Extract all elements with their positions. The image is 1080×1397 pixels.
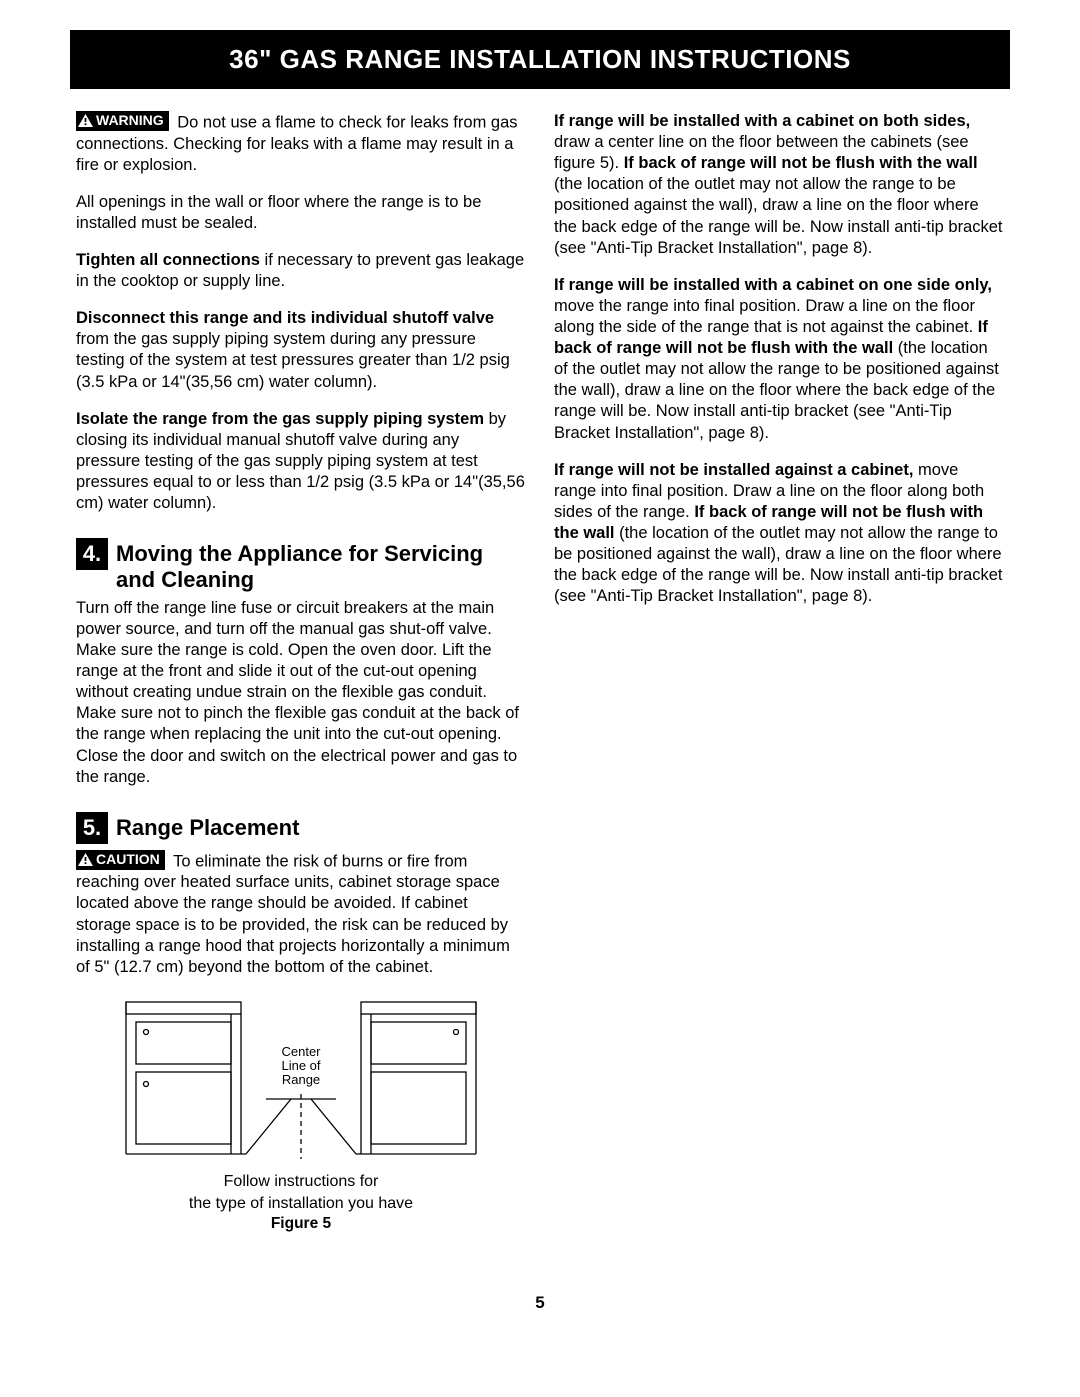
caution-badge-text: CAUTION <box>96 851 160 869</box>
left-column: WARNING Do not use a flame to check for … <box>76 111 526 1233</box>
warning-paragraph: WARNING Do not use a flame to check for … <box>76 111 526 176</box>
section-4-head: 4. Moving the Appliance for Servicing an… <box>76 538 526 592</box>
disconnect-paragraph: Disconnect this range and its individual… <box>76 308 526 392</box>
section-4-body: Turn off the range line fuse or circuit … <box>76 598 526 788</box>
section-5-head: 5. Range Placement <box>76 812 526 844</box>
both-sides-lead: If range will be installed with a cabine… <box>554 112 970 130</box>
disconnect-text: from the gas supply piping system during… <box>76 330 510 390</box>
no-cabinet-text-d: (the location of the outlet may not allo… <box>554 524 1003 605</box>
page-header: 36" GAS RANGE INSTALLATION INSTRUCTIONS <box>70 30 1010 89</box>
tighten-paragraph: Tighten all connections if necessary to … <box>76 250 526 292</box>
both-sides-text-d: (the location of the outlet may not allo… <box>554 175 1003 256</box>
section-5-body: CAUTION To eliminate the risk of burns o… <box>76 850 526 978</box>
fig-label-1: Center <box>281 1044 321 1059</box>
one-side-lead: If range will be installed with a cabine… <box>554 276 992 294</box>
isolate-lead: Isolate the range from the gas supply pi… <box>76 410 484 428</box>
one-side-text-a: move the range into final position. Draw… <box>554 297 978 336</box>
section-5-title: Range Placement <box>116 812 299 840</box>
section-5-number: 5. <box>76 812 108 844</box>
both-sides-paragraph: If range will be installed with a cabine… <box>554 111 1004 259</box>
figure-caption-line1: Follow instructions for <box>76 1173 526 1191</box>
warning-badge-text: WARNING <box>96 112 164 130</box>
section-4-title: Moving the Appliance for Servicing and C… <box>116 538 526 592</box>
caution-icon <box>78 853 93 866</box>
fig-label-2: Line of <box>281 1058 320 1073</box>
warning-badge: WARNING <box>76 111 169 131</box>
figure-5: Center Line of Range Follow instructions… <box>76 994 526 1233</box>
no-cabinet-lead: If range will not be installed against a… <box>554 461 913 479</box>
right-column: If range will be installed with a cabine… <box>554 111 1004 1233</box>
figure-caption-line2: the type of installation you have <box>76 1195 526 1213</box>
fig-label-3: Range <box>282 1072 320 1087</box>
no-cabinet-paragraph: If range will not be installed against a… <box>554 460 1004 608</box>
figure-5-diagram: Center Line of Range <box>116 994 486 1169</box>
isolate-paragraph: Isolate the range from the gas supply pi… <box>76 409 526 515</box>
warning-icon <box>78 114 93 127</box>
disconnect-lead: Disconnect this range and its individual… <box>76 309 494 327</box>
tighten-lead: Tighten all connections <box>76 251 260 269</box>
figure-title: Figure 5 <box>76 1215 526 1233</box>
page-number: 5 <box>0 1293 1080 1313</box>
content-columns: WARNING Do not use a flame to check for … <box>0 111 1080 1233</box>
section-5-text: To eliminate the risk of burns or fire f… <box>76 852 510 976</box>
both-sides-mid: If back of range will not be flush with … <box>624 154 978 172</box>
section-4-number: 4. <box>76 538 108 570</box>
one-side-paragraph: If range will be installed with a cabine… <box>554 275 1004 444</box>
caution-badge: CAUTION <box>76 850 165 870</box>
openings-paragraph: All openings in the wall or floor where … <box>76 192 526 234</box>
